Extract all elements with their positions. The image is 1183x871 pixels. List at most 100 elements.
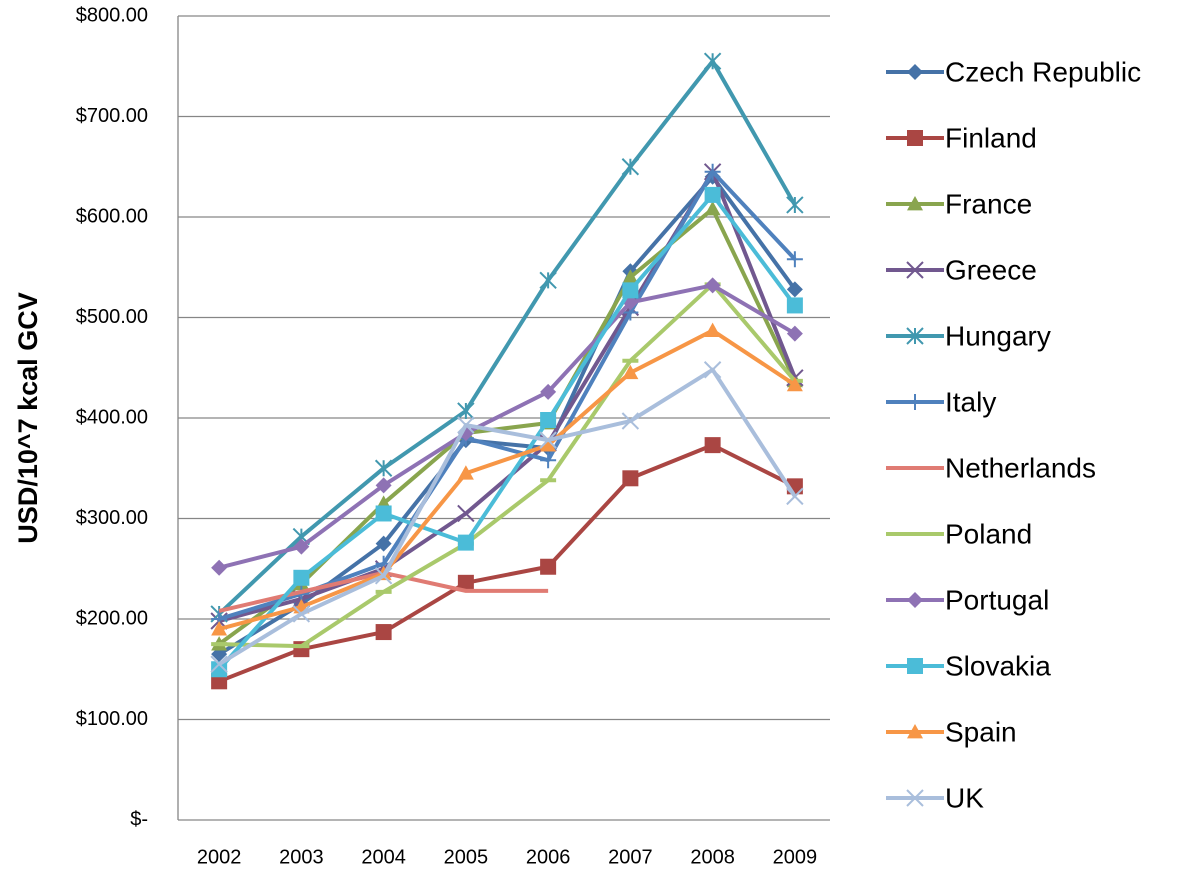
marker [540, 383, 557, 400]
marker [703, 52, 722, 70]
line [218, 367, 797, 666]
marker [704, 186, 721, 203]
marker [540, 412, 557, 429]
series [211, 163, 803, 627]
marker [786, 325, 803, 342]
legend-label: Czech Republic [945, 56, 1141, 87]
marker [703, 361, 722, 379]
marker [907, 658, 923, 674]
legend-label: France [945, 188, 1032, 219]
x-tick-label: 2002 [197, 846, 242, 868]
marker [786, 196, 804, 214]
marker [457, 416, 475, 434]
line [217, 206, 797, 646]
legend-label: Finland [945, 122, 1037, 153]
marker [786, 251, 803, 268]
legend-entry: Portugal [886, 584, 1049, 615]
marker [621, 412, 640, 430]
legend-label: Italy [945, 386, 996, 417]
marker [906, 261, 924, 279]
y-tick-label: $300.00 [76, 507, 148, 529]
legend-entry: Greece [886, 254, 1037, 285]
y-tick-label: $- [130, 808, 148, 830]
legend-label: Netherlands [945, 452, 1096, 483]
legend-entry: Netherlands [886, 452, 1096, 483]
marker [907, 394, 923, 410]
marker [704, 163, 721, 180]
y-tick-label: $500.00 [76, 306, 148, 328]
marker [457, 402, 475, 420]
y-tick-label: $800.00 [76, 4, 148, 26]
marker [907, 724, 923, 739]
marker [457, 465, 474, 480]
marker [457, 534, 474, 551]
marker [786, 297, 803, 314]
legend-label: Hungary [945, 320, 1051, 351]
marker [457, 574, 474, 591]
legend-label: Slovakia [945, 650, 1051, 681]
line [218, 169, 797, 623]
legend-entry: Finland [886, 122, 1037, 153]
series [210, 163, 804, 630]
x-tick-label: 2008 [690, 846, 735, 868]
marker [211, 661, 228, 678]
legend-entry: Czech Republic [886, 56, 1141, 87]
legend-entry: Poland [886, 518, 1032, 549]
legend-entry: France [886, 188, 1032, 219]
legend-entry: Italy [886, 386, 996, 417]
y-tick-label: $600.00 [76, 205, 148, 227]
marker [539, 431, 557, 449]
line [218, 328, 796, 631]
marker [906, 789, 924, 807]
marker [210, 655, 228, 673]
series [211, 322, 803, 636]
marker [704, 322, 721, 337]
y-tick-label: $700.00 [76, 105, 148, 127]
marker [621, 158, 640, 176]
legend-label: Spain [945, 716, 1017, 747]
y-axis-label: USD/10^7 kcal GCV [13, 292, 43, 543]
series [210, 52, 804, 623]
marker [906, 327, 924, 345]
marker [293, 569, 310, 586]
marker [375, 535, 392, 552]
legend-label: Portugal [945, 584, 1049, 615]
marker [907, 64, 923, 80]
marker [375, 624, 392, 641]
line [218, 283, 796, 570]
line [218, 443, 796, 684]
line [218, 169, 797, 621]
legend-label: Greece [945, 254, 1037, 285]
marker [786, 376, 803, 392]
x-tick-label: 2005 [444, 846, 489, 868]
marker [704, 200, 721, 216]
series [211, 186, 803, 678]
line [219, 282, 797, 649]
marker [540, 452, 557, 469]
marker [540, 558, 557, 575]
marker [704, 277, 721, 294]
marker [622, 269, 639, 284]
legend-label: UK [945, 782, 984, 813]
marker [292, 605, 311, 623]
legend-entry: Spain [886, 716, 1017, 747]
marker [786, 487, 804, 506]
marker [907, 592, 923, 608]
marker [293, 538, 310, 555]
marker [539, 271, 557, 290]
marker [457, 504, 475, 523]
legend-entry: UK [886, 782, 984, 813]
marker [622, 364, 639, 380]
marker [375, 477, 392, 494]
marker [374, 567, 393, 585]
marker [907, 130, 923, 146]
x-tick-label: 2006 [526, 846, 571, 868]
legend-label: Poland [945, 518, 1032, 549]
x-tick-label: 2003 [279, 846, 324, 868]
line [217, 59, 797, 616]
line [217, 192, 797, 671]
series [211, 437, 803, 690]
x-tick-label: 2009 [773, 846, 818, 868]
